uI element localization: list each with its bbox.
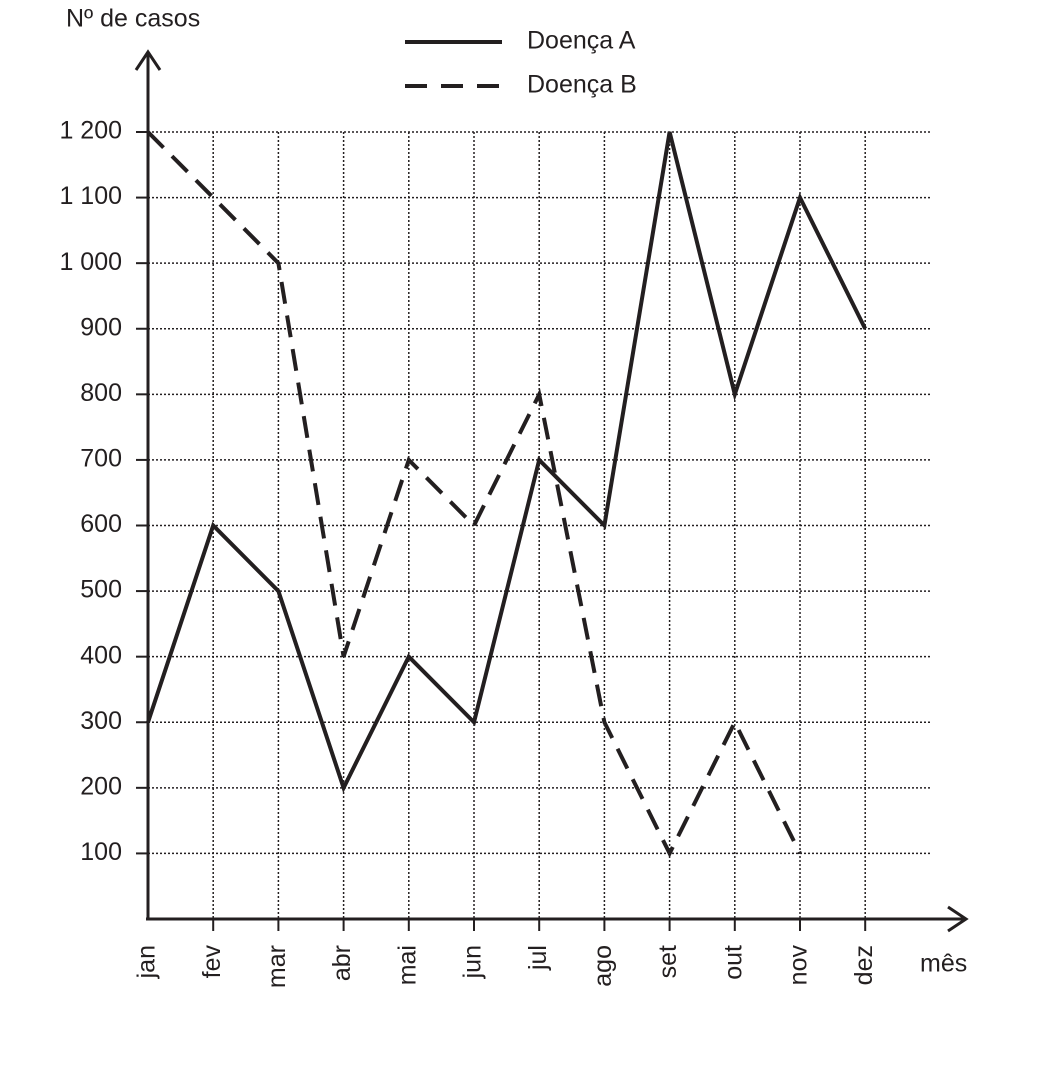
y-tick-label: 200 [80,772,122,800]
y-tick-label: 900 [80,313,122,341]
x-tick-label: jan [133,945,161,979]
series-line [146,130,802,858]
y-tick-label: 800 [80,379,122,407]
y-tick-label: 600 [80,510,122,538]
y-tick-label: 100 [80,838,122,866]
x-tick-label: nov [785,945,813,986]
y-tick-label: 1 100 [59,182,122,210]
y-tick-label: 1 200 [59,117,122,145]
legend-label: Doença A [527,27,636,55]
x-tick-label: mai [393,945,421,985]
legend-label: Doença B [527,71,637,99]
x-tick-label: dez [850,945,878,985]
x-axis-label: mês [920,950,967,978]
y-tick-label: 400 [80,641,122,669]
x-tick-label: jul [524,945,552,971]
x-tick-label: ago [589,945,617,987]
x-tick-label: abr [328,945,356,981]
y-tick-label: 500 [80,576,122,604]
y-tick-label: 300 [80,707,122,735]
x-tick-label: mar [263,945,291,988]
x-tick-label: fev [198,945,226,979]
x-tick-label: out [719,945,747,980]
x-axis-arrow [947,905,969,933]
series-line [146,131,867,794]
y-tick-label: 700 [80,445,122,473]
x-tick-label: jun [459,945,487,979]
y-axis-arrow [134,49,162,71]
y-axis-label: Nº de casos [66,5,200,33]
y-tick-label: 1 000 [59,248,122,276]
x-tick-label: set [654,945,682,978]
